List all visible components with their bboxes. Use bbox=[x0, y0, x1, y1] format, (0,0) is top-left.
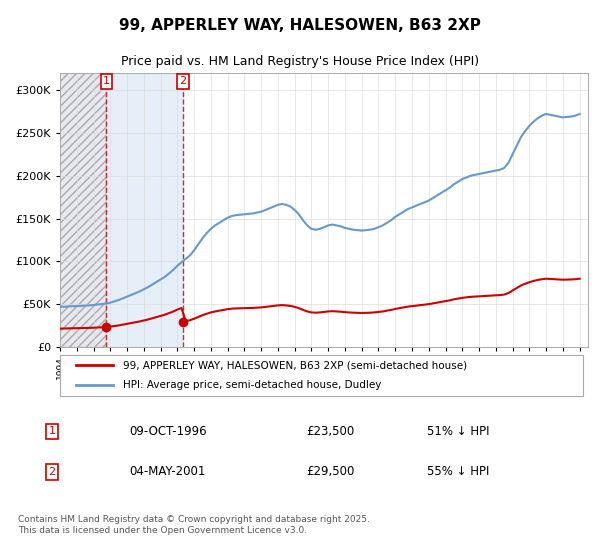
Text: Price paid vs. HM Land Registry's House Price Index (HPI): Price paid vs. HM Land Registry's House … bbox=[121, 55, 479, 68]
Text: 1: 1 bbox=[49, 426, 56, 436]
Text: 2: 2 bbox=[49, 466, 56, 477]
Bar bbox=[106, 73, 183, 347]
Text: 51% ↓ HPI: 51% ↓ HPI bbox=[427, 425, 490, 438]
Text: 1: 1 bbox=[103, 76, 110, 86]
Text: 55% ↓ HPI: 55% ↓ HPI bbox=[427, 465, 490, 478]
Text: HPI: Average price, semi-detached house, Dudley: HPI: Average price, semi-detached house,… bbox=[124, 380, 382, 390]
Text: £23,500: £23,500 bbox=[306, 425, 354, 438]
Text: 2: 2 bbox=[179, 76, 187, 86]
Text: 04-MAY-2001: 04-MAY-2001 bbox=[130, 465, 206, 478]
Bar bbox=[60, 73, 106, 347]
Text: 09-OCT-1996: 09-OCT-1996 bbox=[130, 425, 207, 438]
Text: 99, APPERLEY WAY, HALESOWEN, B63 2XP (semi-detached house): 99, APPERLEY WAY, HALESOWEN, B63 2XP (se… bbox=[124, 360, 467, 370]
Bar bbox=[60, 73, 106, 347]
Text: Contains HM Land Registry data © Crown copyright and database right 2025.
This d: Contains HM Land Registry data © Crown c… bbox=[18, 515, 370, 535]
FancyBboxPatch shape bbox=[60, 356, 583, 396]
Text: 99, APPERLEY WAY, HALESOWEN, B63 2XP: 99, APPERLEY WAY, HALESOWEN, B63 2XP bbox=[119, 18, 481, 33]
Text: £29,500: £29,500 bbox=[306, 465, 355, 478]
